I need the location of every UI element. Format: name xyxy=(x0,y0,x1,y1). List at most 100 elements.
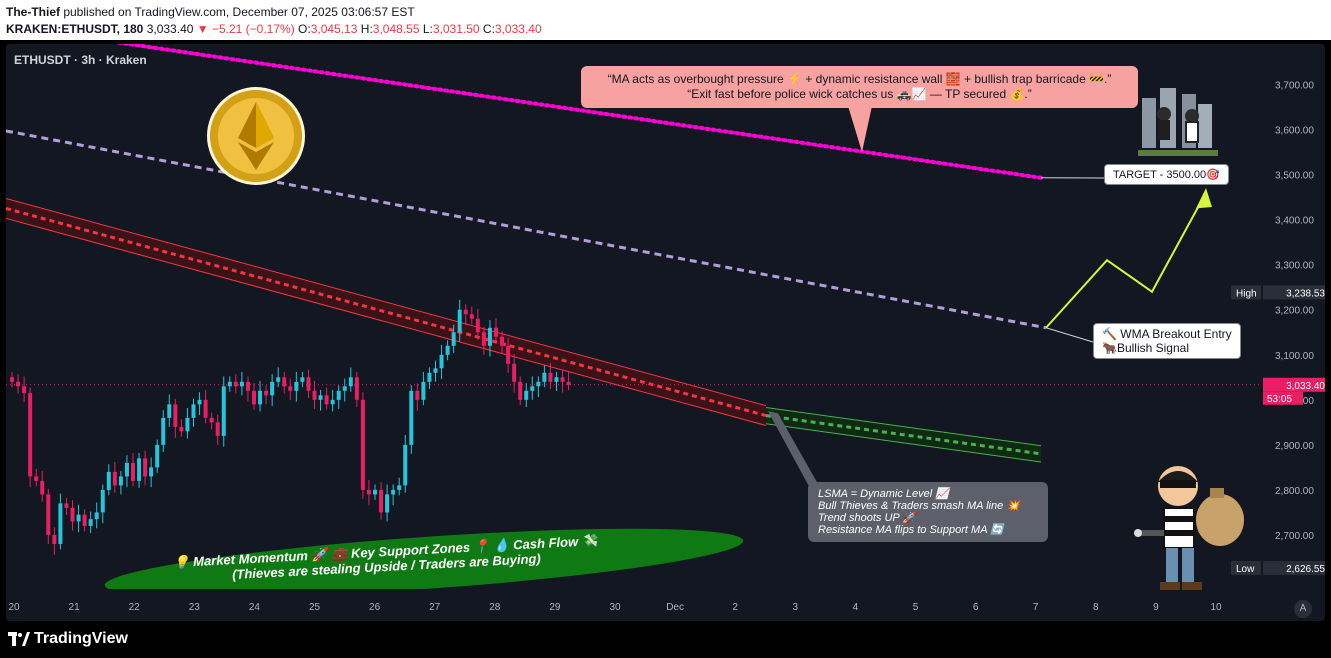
candle-body xyxy=(203,399,208,418)
candle-body xyxy=(46,494,51,535)
callout-pointer xyxy=(848,106,872,152)
candle-body xyxy=(469,314,474,319)
low-tag-label-bg xyxy=(1231,561,1261,576)
candle-body xyxy=(252,390,256,405)
candle-body xyxy=(215,422,220,436)
candle-body xyxy=(10,377,14,382)
candle-body xyxy=(554,377,559,382)
header-bar: The-Thief published on TradingView.com, … xyxy=(0,0,1331,40)
chart-symbol-title[interactable]: ETHUSDT · 3h · Kraken xyxy=(14,53,147,67)
candle-body xyxy=(512,363,517,382)
candle-body xyxy=(161,417,166,445)
candle-body xyxy=(463,309,468,315)
candle-body xyxy=(300,377,305,382)
candle-body xyxy=(233,381,238,387)
candle-body xyxy=(421,381,426,400)
candle-body xyxy=(439,354,444,369)
overbought-callout: “MA acts as overbought pressure ⚡ + dyna… xyxy=(581,66,1138,108)
x-tick-label: 4 xyxy=(853,602,859,613)
price-change: ▼ −5.21 (−0.17%) xyxy=(196,22,295,36)
candle-body xyxy=(548,372,553,382)
close-label: C: xyxy=(482,22,495,36)
lsma-line-1: LSMA = Dynamic Level 📈 xyxy=(818,488,949,500)
author-name[interactable]: The-Thief xyxy=(6,5,60,19)
candle-body xyxy=(185,417,190,432)
candle-body xyxy=(542,372,547,382)
candle-body xyxy=(524,390,529,400)
candle-body xyxy=(306,377,311,391)
lsma-note: LSMA = Dynamic Level 📈 Bull Thieves & Tr… xyxy=(808,482,1048,542)
candle-body xyxy=(40,480,45,495)
tradingview-logo[interactable]: TradingView xyxy=(8,630,128,648)
candle-body xyxy=(258,390,263,405)
ethereum-coin-icon xyxy=(207,87,305,185)
high-value: 3,048.55 xyxy=(372,22,420,36)
last-price-tag-bg xyxy=(1263,377,1325,392)
candle-body xyxy=(28,393,33,477)
lsma-note-pointer xyxy=(768,411,818,490)
candle-body xyxy=(409,390,414,445)
wma-entry-label: 🔨 WMA Breakout Entry 🐂Bullish Signal xyxy=(1093,323,1241,359)
open-value: 3,045.13 xyxy=(310,22,358,36)
candle-body xyxy=(415,390,420,400)
low-label: L: xyxy=(422,22,433,36)
lavender-dashed-wma xyxy=(6,129,1047,330)
candle-body xyxy=(276,377,281,382)
candle-body xyxy=(379,489,384,513)
candle-body xyxy=(457,309,462,333)
y-tick-label: 3,700.00 xyxy=(1275,81,1314,92)
x-tick-label: 24 xyxy=(249,602,261,613)
candle-body xyxy=(227,381,232,387)
candle-body xyxy=(209,417,214,423)
y-tick-label: 2,700.00 xyxy=(1275,531,1314,542)
auto-scale-button[interactable]: A xyxy=(1294,600,1312,618)
close-value: 3,033.40 xyxy=(494,22,542,36)
high-tag-label: High xyxy=(1236,288,1257,299)
red-channel-fill xyxy=(6,198,766,426)
candle-body xyxy=(270,381,275,396)
entry-leader-line xyxy=(1045,327,1094,343)
candle-body xyxy=(70,507,75,522)
last-price-tag-value: 3,033.40 xyxy=(1286,381,1325,392)
candle-body xyxy=(360,399,365,490)
y-tick-label: 3,300.00 xyxy=(1275,261,1314,272)
candle-body xyxy=(336,390,341,400)
candle-body xyxy=(64,503,69,508)
candle-body xyxy=(397,485,402,490)
candle-body xyxy=(506,345,511,364)
candle-body xyxy=(245,381,250,391)
lsma-line-2: Bull Thieves & Traders smash MA line 💥 xyxy=(818,500,1020,512)
candle-body xyxy=(22,386,27,394)
candle-body xyxy=(173,404,178,427)
candle-body xyxy=(348,377,353,387)
x-tick-label: 21 xyxy=(69,602,81,613)
candle-body xyxy=(354,377,359,400)
high-tag-bg xyxy=(1263,285,1325,300)
candle-body xyxy=(451,332,456,346)
candle-body xyxy=(94,512,99,520)
candle-body xyxy=(197,399,202,405)
open-label: O: xyxy=(298,22,311,36)
chart-area[interactable]: 2,700.002,800.002,900.003,000.003,100.00… xyxy=(6,44,1325,621)
y-tick-label: 3,500.00 xyxy=(1275,171,1314,182)
publish-line: The-Thief published on TradingView.com, … xyxy=(6,5,415,19)
candle-body xyxy=(16,381,21,387)
entry-line-1: 🔨 WMA Breakout Entry xyxy=(1102,327,1232,341)
entry-line-2: 🐂Bullish Signal xyxy=(1102,341,1189,355)
magenta-dotted-ma xyxy=(115,44,1043,180)
x-tick-label: 28 xyxy=(489,602,501,613)
candle-body xyxy=(318,395,323,400)
countdown-label: 53:05 xyxy=(1267,394,1292,405)
x-tick-label: 23 xyxy=(189,602,201,613)
green-channel-lower xyxy=(765,423,1042,463)
symbol-line: KRAKEN:ETHUSDT, 180 xyxy=(6,22,144,36)
countdown-bg xyxy=(1263,391,1303,405)
candle-body xyxy=(112,471,117,486)
thief-with-money-bag-icon xyxy=(1134,466,1244,590)
candle-body xyxy=(131,462,135,481)
y-tick-label: 3,600.00 xyxy=(1275,126,1314,137)
candle-body xyxy=(288,386,293,391)
y-tick-label: 3,200.00 xyxy=(1275,306,1314,317)
candle-body xyxy=(76,514,81,522)
candle-body xyxy=(155,444,160,468)
